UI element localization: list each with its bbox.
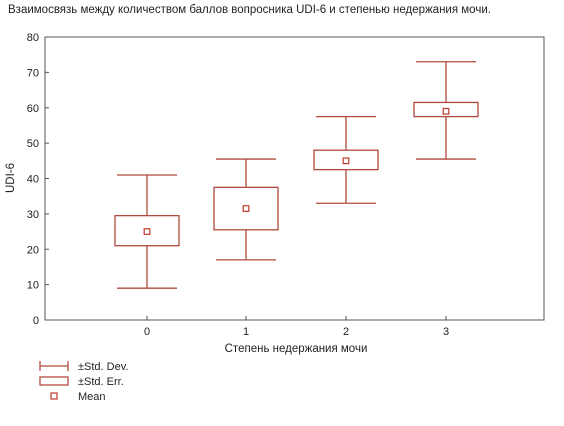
box-group-0: [114, 174, 180, 289]
x-axis-label: Степень недержания мочи: [225, 343, 368, 355]
box-group-2: [313, 115, 379, 204]
mean-point: [442, 107, 450, 115]
legend: ±Std. Dev. ±Std. Err. Mean: [39, 361, 128, 403]
y-tick-label: 70: [27, 67, 39, 79]
y-tick-label: 20: [27, 244, 39, 256]
y-tick-label: 0: [33, 315, 39, 327]
y-tick-label: 40: [27, 174, 39, 186]
x-tick-label: 2: [343, 326, 349, 338]
y-tick-label: 80: [27, 32, 39, 44]
y-tick-label: 30: [27, 209, 39, 221]
x-tick-label: 3: [443, 326, 449, 338]
y-tick-label: 60: [27, 103, 39, 115]
box-group-1: [213, 158, 279, 261]
legend-item-whisker: ±Std. Dev.: [39, 361, 128, 373]
mean-point: [143, 228, 151, 235]
y-tick-label: 50: [27, 138, 39, 150]
plot-frame: [44, 36, 545, 321]
boxes-layer: [114, 61, 479, 289]
mean-point: [342, 157, 350, 165]
legend-label: ±Std. Err.: [78, 376, 124, 388]
legend-item-box: ±Std. Err.: [39, 376, 124, 388]
legend-label: Mean: [78, 391, 106, 403]
legend-label: ±Std. Dev.: [78, 361, 128, 373]
mean-point: [242, 205, 250, 212]
x-tick-label: 0: [144, 326, 150, 338]
y-tick-label: 10: [27, 280, 39, 292]
box-group-3: [413, 61, 479, 160]
legend-mean-swatch: [50, 392, 58, 400]
legend-item-point: Mean: [50, 391, 106, 403]
legend-box-swatch: [39, 376, 69, 386]
chart-title: Взаимосвязь между количеством баллов воп…: [8, 4, 491, 16]
axes: 0 10 20 30 40 50 60 70 80 0 1 2 3: [27, 32, 545, 338]
y-axis-label: UDI-6: [5, 163, 17, 193]
x-tick-label: 1: [243, 326, 249, 338]
